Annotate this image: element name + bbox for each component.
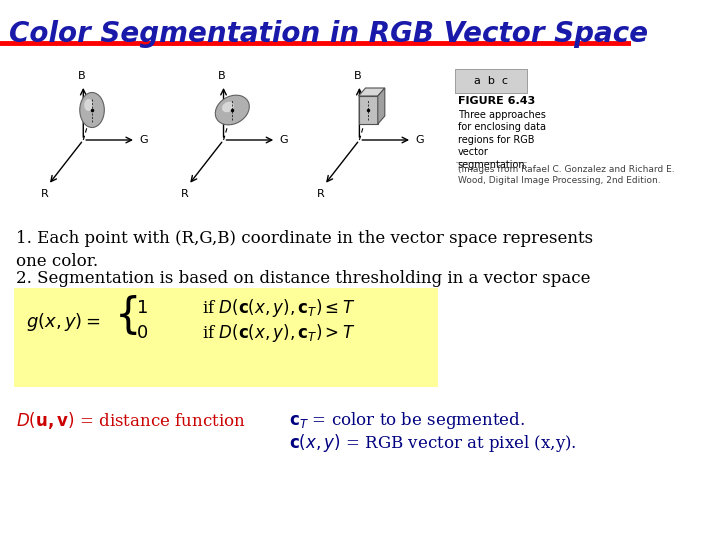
Text: $0$: $0$ <box>136 324 148 342</box>
Text: $\mathbf{c}(x,y)$ = RGB vector at pixel (x,y).: $\mathbf{c}(x,y)$ = RGB vector at pixel … <box>289 432 577 454</box>
Text: 2. Segmentation is based on distance thresholding in a vector space: 2. Segmentation is based on distance thr… <box>16 270 590 287</box>
Text: if $D(\mathbf{c}(x,y), \mathbf{c}_T) \leq T$: if $D(\mathbf{c}(x,y), \mathbf{c}_T) \le… <box>202 297 355 319</box>
Text: G: G <box>140 135 148 145</box>
Text: R: R <box>41 189 48 199</box>
Text: B: B <box>354 71 361 81</box>
Text: Three approaches
for enclosing data
regions for RGB
vector
segmentation.: Three approaches for enclosing data regi… <box>458 110 546 170</box>
Text: R: R <box>317 189 325 199</box>
Text: G: G <box>415 135 424 145</box>
FancyBboxPatch shape <box>455 69 527 93</box>
Text: FIGURE 6.43: FIGURE 6.43 <box>458 96 535 106</box>
Polygon shape <box>378 88 384 124</box>
Text: 1. Each point with (R,G,B) coordinate in the vector space represents
one color.: 1. Each point with (R,G,B) coordinate in… <box>16 230 593 271</box>
Text: $g(x, y) =$: $g(x, y) =$ <box>27 311 101 333</box>
Polygon shape <box>359 88 384 96</box>
Text: B: B <box>218 71 225 81</box>
FancyBboxPatch shape <box>359 96 378 124</box>
Text: a  b  c: a b c <box>474 76 508 86</box>
Text: $\{$: $\{$ <box>114 293 138 337</box>
Text: Color Segmentation in RGB Vector Space: Color Segmentation in RGB Vector Space <box>9 20 648 48</box>
Text: $1$: $1$ <box>136 299 148 317</box>
Text: B: B <box>78 71 86 81</box>
Ellipse shape <box>80 92 104 127</box>
Text: R: R <box>181 189 189 199</box>
Text: $\mathbf{c}_{T}$ = color to be segmented.: $\mathbf{c}_{T}$ = color to be segmented… <box>289 410 526 431</box>
Ellipse shape <box>215 95 249 125</box>
Text: if $D(\mathbf{c}(x,y), \mathbf{c}_T) > T$: if $D(\mathbf{c}(x,y), \mathbf{c}_T) > T… <box>202 322 355 344</box>
Text: (Images from Rafael C. Gonzalez and Richard E.
Wood, Digital Image Processing, 2: (Images from Rafael C. Gonzalez and Rich… <box>458 165 674 185</box>
Text: $D(\mathbf{u,v})$ = distance function: $D(\mathbf{u,v})$ = distance function <box>16 410 246 431</box>
Text: G: G <box>279 135 288 145</box>
Ellipse shape <box>222 102 234 112</box>
FancyBboxPatch shape <box>14 288 438 387</box>
Ellipse shape <box>84 99 93 111</box>
